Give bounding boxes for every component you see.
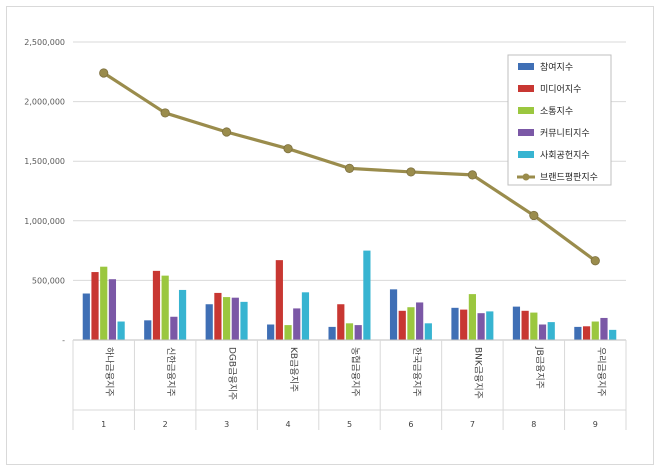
bar — [231, 297, 239, 340]
bar — [82, 293, 90, 340]
y-tick-label: 1,500,000 — [24, 157, 65, 166]
category-label: 우리금융지주 — [595, 347, 606, 397]
bar — [389, 289, 398, 340]
line-point — [529, 210, 539, 221]
bar — [609, 329, 617, 340]
bar — [407, 307, 415, 340]
y-tick-label: 2,500,000 — [24, 38, 65, 47]
bar — [170, 316, 178, 340]
bar — [451, 307, 459, 340]
bar — [521, 310, 529, 340]
bar — [512, 306, 521, 340]
bar — [591, 321, 599, 340]
bar — [152, 270, 161, 340]
bar — [328, 326, 336, 340]
bar — [354, 325, 362, 340]
bar — [293, 308, 301, 340]
line-point — [99, 68, 109, 78]
category-index: 8 — [531, 420, 536, 429]
legend-box — [507, 54, 612, 186]
legend-line-marker — [522, 173, 530, 181]
bar — [100, 266, 108, 340]
bar — [363, 250, 371, 340]
line-point — [222, 127, 232, 137]
bar — [301, 292, 310, 340]
category-index: 3 — [224, 420, 229, 429]
bar — [530, 312, 538, 340]
category-label: 한국금융지주 — [411, 347, 422, 397]
bar — [468, 294, 476, 340]
bar — [345, 323, 354, 340]
legend-label: 커뮤니티지수 — [540, 128, 590, 139]
bar — [108, 279, 117, 340]
legend-label: 사회공헌지수 — [540, 150, 590, 161]
category-index: 9 — [593, 420, 598, 429]
bar — [486, 311, 494, 340]
y-tick-label: - — [62, 336, 65, 345]
bar — [416, 302, 424, 340]
bar — [178, 289, 187, 340]
legend-label: 미디어지수 — [540, 84, 581, 95]
bar — [275, 260, 283, 340]
line-point — [406, 167, 416, 177]
category-label: 농협금융지주 — [350, 347, 362, 397]
bar — [337, 304, 345, 340]
category-label: BNK금융지주 — [472, 347, 483, 399]
y-tick-label: 2,000,000 — [24, 98, 65, 107]
category-index: 4 — [286, 420, 291, 429]
line-point — [590, 256, 600, 266]
bar — [284, 325, 292, 340]
bar — [574, 326, 582, 340]
category-label: 신한금융지주 — [165, 347, 176, 397]
category-index: 5 — [347, 420, 352, 429]
bar — [582, 326, 591, 340]
line-point — [160, 108, 170, 118]
bar — [144, 320, 152, 340]
x-axis: 하나금융지주 1 신한금융지주 2 DGB금융지주 3 KB금융지주 4 농협금융지주 5 한국금융… — [72, 339, 627, 430]
bar — [460, 309, 468, 340]
bar — [600, 317, 608, 340]
category-label: 하나금융지주 — [104, 347, 115, 397]
category-index: 1 — [101, 420, 106, 429]
category-index: 7 — [470, 420, 475, 429]
bar — [214, 292, 222, 340]
bar — [223, 297, 231, 340]
bar — [91, 272, 99, 340]
category-label: DGB금융지주 — [227, 347, 238, 400]
legend-label: 참여지수 — [540, 61, 573, 73]
bar — [424, 323, 432, 340]
legend-swatch — [518, 63, 534, 70]
brand-index-line — [99, 68, 600, 266]
legend-swatch — [518, 129, 534, 136]
bar — [240, 301, 248, 340]
bar — [267, 324, 275, 340]
legend-label: 브랜드평판지수 — [540, 172, 598, 183]
line-point — [467, 170, 477, 180]
category-label: JB금융지주 — [534, 346, 545, 389]
y-axis: - 500,000 1,000,000 1,500,000 2,000,000 2,500… — [24, 38, 65, 345]
y-tick-label: 1,000,000 — [24, 217, 65, 226]
bar — [205, 304, 213, 340]
bar — [117, 321, 125, 340]
category-index: 6 — [408, 420, 413, 429]
legend-label: 소통지수 — [540, 106, 573, 117]
bar — [161, 275, 169, 340]
legend-swatch — [518, 151, 534, 158]
legend-swatch — [518, 107, 534, 114]
bar — [398, 310, 406, 340]
line-point — [344, 163, 355, 173]
bar — [477, 313, 485, 340]
line-point — [283, 144, 293, 154]
bar — [547, 322, 555, 340]
bar — [538, 324, 547, 340]
bar-series — [82, 250, 617, 340]
category-label: KB금융지주 — [288, 347, 299, 392]
y-tick-label: 500,000 — [32, 276, 65, 285]
category-index: 2 — [163, 420, 168, 429]
legend-swatch — [518, 85, 534, 92]
